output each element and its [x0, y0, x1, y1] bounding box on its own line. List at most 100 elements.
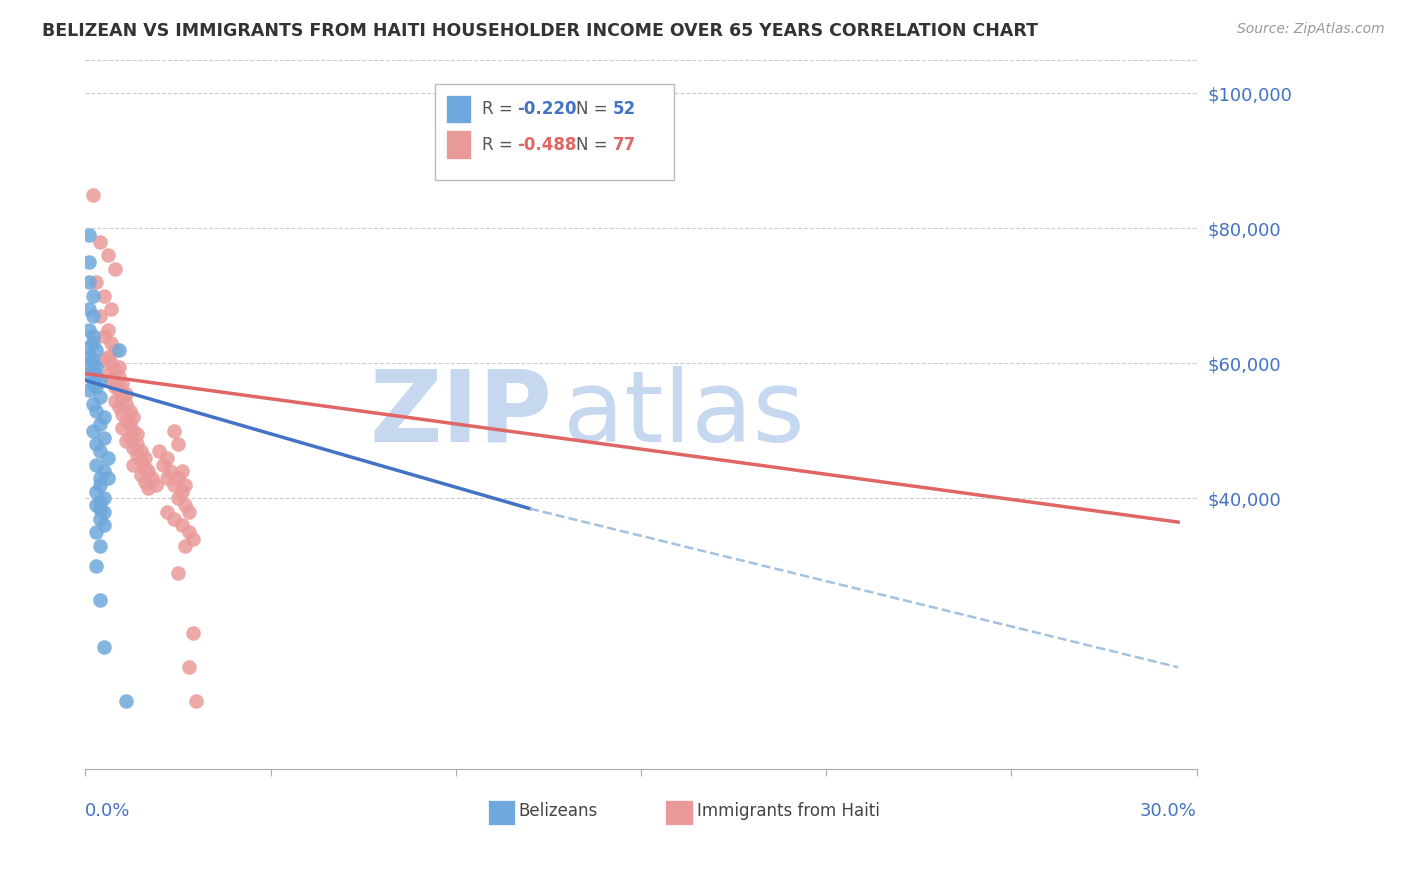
Point — [93, 465, 115, 479]
Point — [89, 501, 111, 516]
Point — [96, 248, 118, 262]
Point — [177, 525, 200, 540]
Point — [167, 491, 190, 506]
Point — [93, 353, 115, 368]
Point — [174, 539, 197, 553]
Point — [104, 393, 127, 408]
Point — [177, 660, 200, 674]
Point — [82, 187, 104, 202]
Point — [89, 539, 111, 553]
Point — [129, 444, 152, 458]
Point — [86, 437, 108, 451]
Point — [104, 380, 127, 394]
Point — [111, 420, 134, 434]
Point — [93, 329, 115, 343]
Point — [167, 471, 190, 485]
Point — [96, 350, 118, 364]
Point — [115, 386, 138, 401]
Point — [93, 505, 115, 519]
Point — [82, 329, 104, 343]
Text: Belizeans: Belizeans — [519, 802, 598, 820]
Bar — [665, 800, 693, 825]
Point — [89, 417, 111, 432]
Point — [100, 356, 122, 370]
Text: 0.0%: 0.0% — [86, 802, 131, 820]
Point — [122, 441, 145, 455]
Text: Immigrants from Haiti: Immigrants from Haiti — [696, 802, 879, 820]
Point — [111, 407, 134, 421]
Point — [86, 276, 108, 290]
Point — [104, 343, 127, 357]
Point — [89, 512, 111, 526]
Point — [159, 465, 181, 479]
Point — [134, 461, 156, 475]
Point — [100, 373, 122, 387]
Point — [86, 370, 108, 384]
Text: ZIP: ZIP — [370, 366, 553, 463]
Point — [89, 444, 111, 458]
Bar — [447, 130, 471, 159]
Point — [82, 309, 104, 323]
Point — [77, 276, 100, 290]
Point — [170, 518, 193, 533]
Point — [89, 478, 111, 492]
Point — [82, 289, 104, 303]
Point — [115, 434, 138, 448]
Text: 77: 77 — [613, 136, 637, 153]
Point — [177, 505, 200, 519]
Point — [122, 424, 145, 438]
Point — [104, 363, 127, 377]
Text: atlas: atlas — [564, 366, 804, 463]
Point — [96, 323, 118, 337]
Point — [115, 397, 138, 411]
Point — [115, 694, 138, 708]
Text: -0.220: -0.220 — [517, 100, 576, 119]
Point — [89, 235, 111, 249]
Text: N =: N = — [576, 100, 613, 119]
Bar — [488, 800, 516, 825]
Text: BELIZEAN VS IMMIGRANTS FROM HAITI HOUSEHOLDER INCOME OVER 65 YEARS CORRELATION C: BELIZEAN VS IMMIGRANTS FROM HAITI HOUSEH… — [42, 22, 1038, 40]
Point — [127, 437, 149, 451]
Point — [96, 367, 118, 381]
Point — [93, 491, 115, 506]
Point — [174, 498, 197, 512]
Point — [93, 410, 115, 425]
Point — [89, 471, 111, 485]
Point — [163, 424, 186, 438]
Point — [181, 626, 204, 640]
Point — [86, 525, 108, 540]
Point — [136, 465, 159, 479]
Point — [136, 481, 159, 495]
Point — [82, 424, 104, 438]
Point — [104, 261, 127, 276]
Point — [82, 353, 104, 368]
Point — [77, 367, 100, 381]
Point — [163, 512, 186, 526]
Point — [77, 323, 100, 337]
Point — [111, 376, 134, 391]
FancyBboxPatch shape — [436, 85, 675, 180]
Text: 30.0%: 30.0% — [1140, 802, 1197, 820]
Point — [86, 559, 108, 574]
Point — [82, 397, 104, 411]
Point — [148, 444, 170, 458]
Point — [122, 410, 145, 425]
Point — [186, 694, 208, 708]
Point — [111, 390, 134, 404]
Point — [118, 403, 141, 417]
Text: N =: N = — [576, 136, 613, 153]
Bar — [447, 95, 471, 123]
Point — [174, 478, 197, 492]
Point — [134, 450, 156, 465]
Point — [93, 640, 115, 654]
Point — [77, 228, 100, 243]
Text: -0.488: -0.488 — [517, 136, 576, 153]
Point — [89, 373, 111, 387]
Point — [100, 336, 122, 351]
Point — [96, 450, 118, 465]
Point — [145, 478, 167, 492]
Point — [134, 475, 156, 489]
Point — [86, 343, 108, 357]
Point — [82, 363, 104, 377]
Point — [86, 484, 108, 499]
